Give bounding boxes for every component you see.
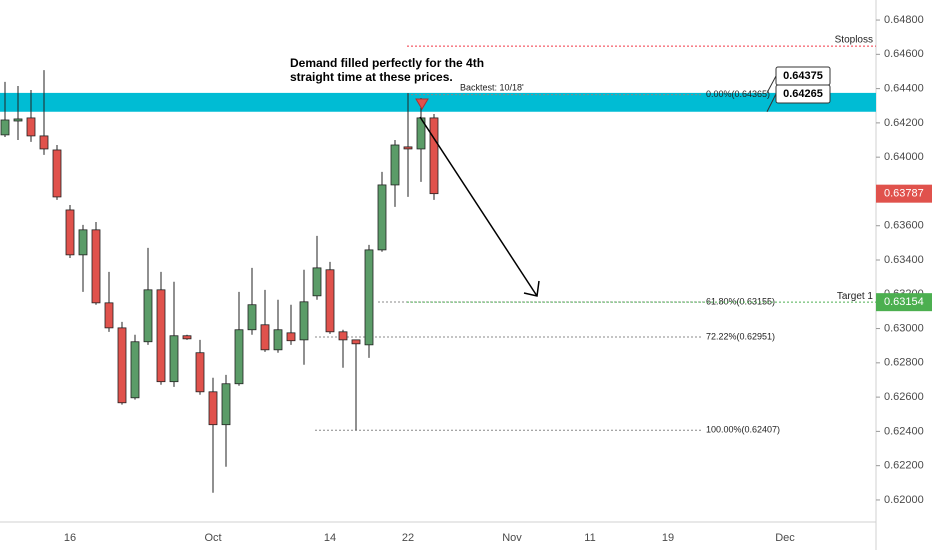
candle-body xyxy=(169,335,179,383)
candle-body xyxy=(338,331,348,341)
callout-leader xyxy=(766,93,777,112)
arrow xyxy=(419,116,538,297)
y-tick-label: 0.63400 xyxy=(884,254,924,266)
candle-body xyxy=(26,117,36,137)
candle-body xyxy=(403,146,413,150)
candle-body xyxy=(429,117,439,195)
candle-body xyxy=(299,301,309,341)
candle-body xyxy=(0,119,10,136)
candle-body xyxy=(325,269,335,333)
note-line: straight time at these prices. xyxy=(290,70,453,84)
x-tick-label: Oct xyxy=(204,532,221,544)
y-tick-label: 0.63000 xyxy=(884,322,924,334)
callout-label: 0.64375 xyxy=(783,70,823,82)
candle-body xyxy=(13,118,23,122)
y-tick-label: 0.62000 xyxy=(884,494,924,506)
level-name: Target 1 xyxy=(837,291,874,302)
fib-label: 0.00%(0.64365) xyxy=(706,89,770,99)
candle-body xyxy=(260,324,270,351)
x-tick-label: Nov xyxy=(502,532,522,544)
candle-body xyxy=(312,267,322,297)
candle-body xyxy=(52,149,62,198)
callout-label: 0.64265 xyxy=(783,88,823,100)
candle-body xyxy=(39,135,49,150)
fib-label: 72.22%(0.62951) xyxy=(706,331,775,341)
fib-label: 61.80%(0.63155) xyxy=(706,296,775,306)
x-tick-label: 11 xyxy=(584,532,595,544)
last-price-label: 0.63787 xyxy=(884,188,924,200)
x-tick-label: 22 xyxy=(402,532,414,544)
y-tick-label: 0.64200 xyxy=(884,117,924,129)
y-tick-label: 0.64600 xyxy=(884,48,924,60)
candle-body xyxy=(351,339,361,345)
arrow-head xyxy=(523,280,540,297)
last-price-tag xyxy=(876,184,932,203)
y-tick-label: 0.64400 xyxy=(884,83,924,95)
callout-leader xyxy=(766,75,777,94)
candle-body xyxy=(390,144,400,186)
candle-body xyxy=(221,383,231,426)
candle-body xyxy=(377,184,387,251)
candle-body xyxy=(130,341,140,399)
y-tick-label: 0.64000 xyxy=(884,151,924,163)
candle-body xyxy=(247,304,257,331)
y-tick-label: 0.64800 xyxy=(884,14,924,26)
candle-body xyxy=(273,329,283,351)
y-tick-label: 0.62400 xyxy=(884,425,924,437)
candle-body xyxy=(182,335,192,340)
candle-body xyxy=(104,302,114,329)
x-tick-label: 16 xyxy=(64,532,76,544)
candle-body xyxy=(364,249,374,346)
x-tick-label: 14 xyxy=(324,532,336,544)
level-name: Stoploss xyxy=(835,35,873,46)
fib-label: 100.00%(0.62407) xyxy=(706,425,780,435)
x-tick-label: 19 xyxy=(662,532,674,544)
candle-body xyxy=(208,391,218,426)
y-tick-label: 0.62200 xyxy=(884,460,924,472)
sell-marker xyxy=(415,98,429,110)
price-tag-label: 0.63154 xyxy=(884,296,924,308)
backtest-label: Backtest: 10/18' xyxy=(460,82,524,92)
candle-body xyxy=(117,327,127,404)
demand-zone xyxy=(0,92,876,112)
candle-body xyxy=(195,352,205,393)
candle-body xyxy=(286,332,296,342)
candle-body xyxy=(78,229,88,256)
x-tick-label: Dec xyxy=(775,532,795,544)
y-tick-label: 0.62800 xyxy=(884,357,924,369)
callout-box xyxy=(775,84,831,104)
y-tick-label: 0.62600 xyxy=(884,391,924,403)
note-line: Demand filled perfectly for the 4th xyxy=(290,56,484,70)
candle-body xyxy=(234,329,244,385)
price-tag xyxy=(876,293,932,312)
candle-body xyxy=(156,289,166,383)
y-tick-label: 0.63600 xyxy=(884,220,924,232)
candle-body xyxy=(143,289,153,343)
candle-body xyxy=(91,229,101,304)
candle-body xyxy=(65,209,75,256)
